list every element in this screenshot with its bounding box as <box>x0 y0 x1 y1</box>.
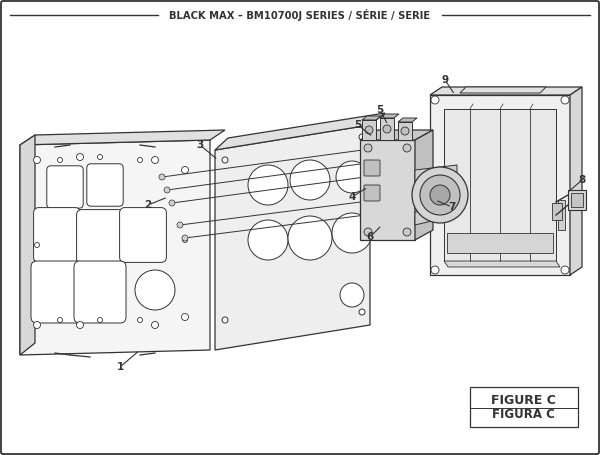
Circle shape <box>364 144 372 152</box>
Text: 5: 5 <box>376 105 383 115</box>
FancyBboxPatch shape <box>31 261 83 323</box>
Polygon shape <box>20 130 225 145</box>
Text: 5: 5 <box>355 120 362 130</box>
Polygon shape <box>460 87 546 93</box>
Circle shape <box>336 161 368 193</box>
Circle shape <box>222 317 228 323</box>
Circle shape <box>97 155 103 160</box>
Polygon shape <box>444 109 556 261</box>
Circle shape <box>151 157 158 163</box>
Polygon shape <box>360 140 415 240</box>
Circle shape <box>182 167 188 173</box>
Polygon shape <box>215 125 370 350</box>
Circle shape <box>248 220 288 260</box>
Circle shape <box>182 238 187 243</box>
Circle shape <box>222 157 228 163</box>
Polygon shape <box>552 203 562 220</box>
Polygon shape <box>20 135 35 355</box>
Polygon shape <box>430 95 570 275</box>
Text: 2: 2 <box>145 200 152 210</box>
Circle shape <box>561 266 569 274</box>
FancyBboxPatch shape <box>364 185 380 201</box>
Polygon shape <box>398 122 412 140</box>
Polygon shape <box>398 118 417 122</box>
Polygon shape <box>571 193 583 207</box>
Circle shape <box>137 157 143 162</box>
Circle shape <box>182 313 188 320</box>
Polygon shape <box>362 116 381 120</box>
Circle shape <box>151 322 158 329</box>
Circle shape <box>177 222 183 228</box>
Text: 6: 6 <box>367 232 374 242</box>
FancyBboxPatch shape <box>364 160 380 176</box>
Circle shape <box>431 96 439 104</box>
Circle shape <box>169 200 175 206</box>
Circle shape <box>420 175 460 215</box>
Polygon shape <box>430 87 582 95</box>
Circle shape <box>135 270 175 310</box>
Polygon shape <box>444 261 560 267</box>
Text: FIGURE C: FIGURE C <box>491 394 556 406</box>
Polygon shape <box>447 233 553 253</box>
Circle shape <box>159 174 165 180</box>
Polygon shape <box>558 200 565 230</box>
Polygon shape <box>20 140 210 355</box>
Text: 8: 8 <box>578 175 586 185</box>
Circle shape <box>290 160 330 200</box>
FancyBboxPatch shape <box>119 207 166 263</box>
Circle shape <box>365 126 373 134</box>
FancyBboxPatch shape <box>47 166 83 208</box>
Circle shape <box>340 283 364 307</box>
Polygon shape <box>570 87 582 275</box>
Text: 3: 3 <box>196 140 203 150</box>
Circle shape <box>359 309 365 315</box>
Circle shape <box>137 318 143 323</box>
Circle shape <box>364 228 372 236</box>
Circle shape <box>401 127 409 135</box>
Circle shape <box>34 322 41 329</box>
Circle shape <box>403 228 411 236</box>
Circle shape <box>412 167 468 223</box>
Polygon shape <box>415 130 433 240</box>
Circle shape <box>561 96 569 104</box>
Circle shape <box>332 213 372 253</box>
Circle shape <box>97 318 103 323</box>
Polygon shape <box>568 190 586 210</box>
Circle shape <box>403 144 411 152</box>
Circle shape <box>248 165 288 205</box>
Circle shape <box>35 243 40 248</box>
Text: FIGURA C: FIGURA C <box>491 409 554 421</box>
Polygon shape <box>380 114 399 118</box>
Polygon shape <box>360 130 433 140</box>
Polygon shape <box>362 120 376 140</box>
Circle shape <box>383 125 391 133</box>
Polygon shape <box>380 118 394 140</box>
Circle shape <box>182 235 188 241</box>
Circle shape <box>430 185 450 205</box>
Circle shape <box>288 216 332 260</box>
Text: BLACK MAX – BM10700J SERIES / SÉRIE / SERIE: BLACK MAX – BM10700J SERIES / SÉRIE / SE… <box>169 9 431 21</box>
Text: 1: 1 <box>116 362 124 372</box>
Text: 4: 4 <box>349 192 356 202</box>
FancyBboxPatch shape <box>74 261 126 323</box>
Circle shape <box>77 322 83 329</box>
Text: 7: 7 <box>448 202 455 212</box>
Polygon shape <box>215 113 385 150</box>
Circle shape <box>164 187 170 193</box>
FancyBboxPatch shape <box>87 164 123 206</box>
Polygon shape <box>415 165 457 182</box>
Polygon shape <box>415 205 457 225</box>
Circle shape <box>359 134 365 140</box>
Text: 9: 9 <box>442 75 449 85</box>
FancyBboxPatch shape <box>34 207 80 263</box>
Circle shape <box>431 266 439 274</box>
Circle shape <box>34 157 41 163</box>
Circle shape <box>58 318 62 323</box>
Circle shape <box>77 153 83 161</box>
Circle shape <box>58 157 62 162</box>
FancyBboxPatch shape <box>77 210 124 264</box>
